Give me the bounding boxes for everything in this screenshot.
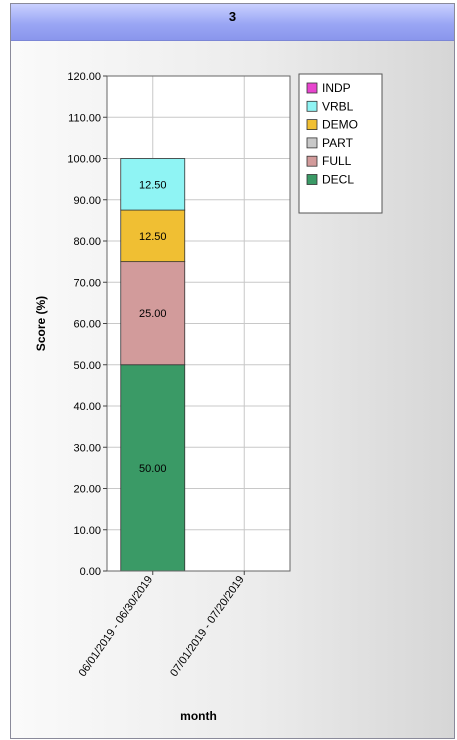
data-label-demo: 12.50 <box>139 231 167 243</box>
legend-label-demo: DEMO <box>322 118 358 132</box>
legend-swatch-demo <box>306 119 318 130</box>
x-tick-label: 07/01/2019 - 07/20/2019 <box>168 574 247 679</box>
y-tick-label: 70.00 <box>73 277 101 289</box>
bar-segment-demo <box>120 209 186 263</box>
panel-header: 3 <box>11 4 454 41</box>
x-tick-label: 06/01/2019 - 06/30/2019 <box>77 574 156 679</box>
y-tick-label: 30.00 <box>73 442 101 454</box>
y-tick-label: 60.00 <box>73 319 101 331</box>
data-label-vrbl: 12.50 <box>139 179 167 191</box>
bar-segment-full <box>120 261 186 366</box>
bar-segment-decl <box>120 364 186 572</box>
y-tick-label: 100.00 <box>67 154 101 166</box>
y-tick-label: 10.00 <box>73 525 101 537</box>
y-tick-label: 50.00 <box>73 360 101 372</box>
y-axis-title: Score (%) <box>34 296 48 351</box>
y-tick-label: 90.00 <box>73 195 101 207</box>
data-label-decl: 50.00 <box>139 463 167 475</box>
y-tick-label: 40.00 <box>73 401 101 413</box>
legend-swatch-decl <box>306 174 318 185</box>
y-tick-label: 80.00 <box>73 236 101 248</box>
legend-swatch-full <box>306 155 318 167</box>
stacked-bar-chart: 50.00 25.00 12.50 12.50 0.00 10.00 20.00 30.00 4… <box>34 71 383 723</box>
chart-panel: 3 50.00 25.00 12.50 12.50 0.00 10.00 20.00 30.0… <box>10 3 455 739</box>
legend-label-indp: INDP <box>322 81 351 95</box>
legend-label-full: FULL <box>322 154 352 168</box>
y-tick-label: 110.00 <box>68 112 101 124</box>
panel-title: 3 <box>228 9 237 24</box>
data-label-full: 25.00 <box>139 308 167 320</box>
y-tick-label: 120.00 <box>67 71 101 83</box>
legend-swatch-part <box>306 137 318 149</box>
legend-swatch-vrbl <box>306 100 318 112</box>
legend-label-part: PART <box>322 136 354 150</box>
y-tick-label: 20.00 <box>73 484 101 496</box>
legend-label-vrbl: VRBL <box>322 99 354 113</box>
y-tick-label: 0.00 <box>80 566 101 578</box>
x-axis-title: month <box>180 709 217 723</box>
bar-segment-vrbl <box>120 158 186 211</box>
legend-swatch-indp <box>306 82 318 94</box>
legend-label-decl: DECL <box>322 173 354 187</box>
